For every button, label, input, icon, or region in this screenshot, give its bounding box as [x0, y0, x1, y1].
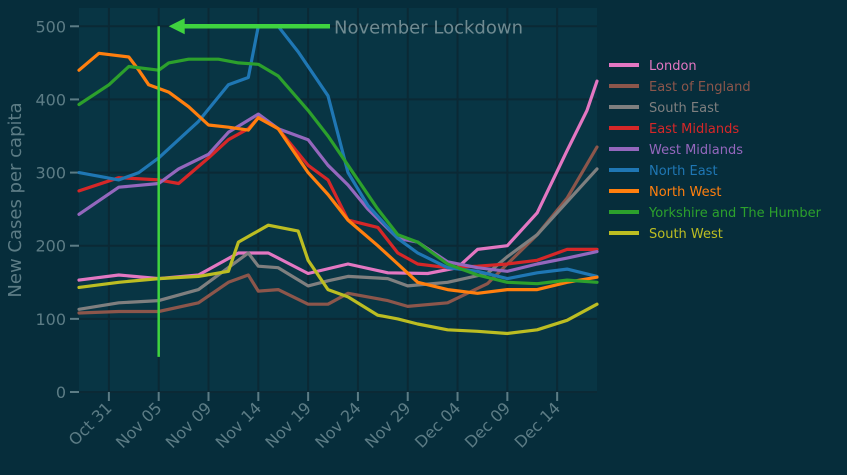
legend-label: East Midlands [649, 122, 739, 137]
lockdown-annotation-label: November Lockdown [334, 17, 523, 38]
legend-label: Yorkshire and The Humber [648, 206, 822, 221]
legend-label: East of England [649, 80, 751, 95]
annotation: November Lockdown [157, 17, 523, 357]
y-tick-label: 300 [35, 164, 66, 183]
series-line-south-west [77, 223, 599, 336]
series-line-west-midlands [77, 112, 599, 273]
y-axis-title: New Cases per capita [5, 102, 26, 297]
series-line-yorkshire-and-the-humber [77, 57, 599, 286]
legend-label: North East [649, 164, 718, 179]
y-tick-label: 200 [35, 237, 66, 256]
series-line-north-east [77, 24, 599, 281]
series-line-south-east [77, 167, 599, 311]
series-line-north-west [77, 51, 599, 295]
legend: London East of England South East East Midl… [609, 59, 822, 242]
y-tick-label: 0 [56, 383, 66, 402]
lockdown-arrow-head [168, 18, 185, 35]
y-tick-label: 400 [35, 90, 66, 109]
series-lines [77, 24, 599, 336]
y-tick-label: 500 [35, 17, 66, 36]
series-line-east-midlands [77, 116, 599, 270]
legend-label: North West [649, 185, 721, 200]
legend-label: London [649, 59, 697, 74]
y-tick-label: 100 [35, 310, 66, 329]
legend-label: South West [649, 227, 723, 242]
legend-label: West Midlands [649, 143, 743, 158]
y-axis-ticks: 0 100 200 300 400 500 [35, 17, 79, 402]
legend-label: South East [649, 101, 719, 116]
